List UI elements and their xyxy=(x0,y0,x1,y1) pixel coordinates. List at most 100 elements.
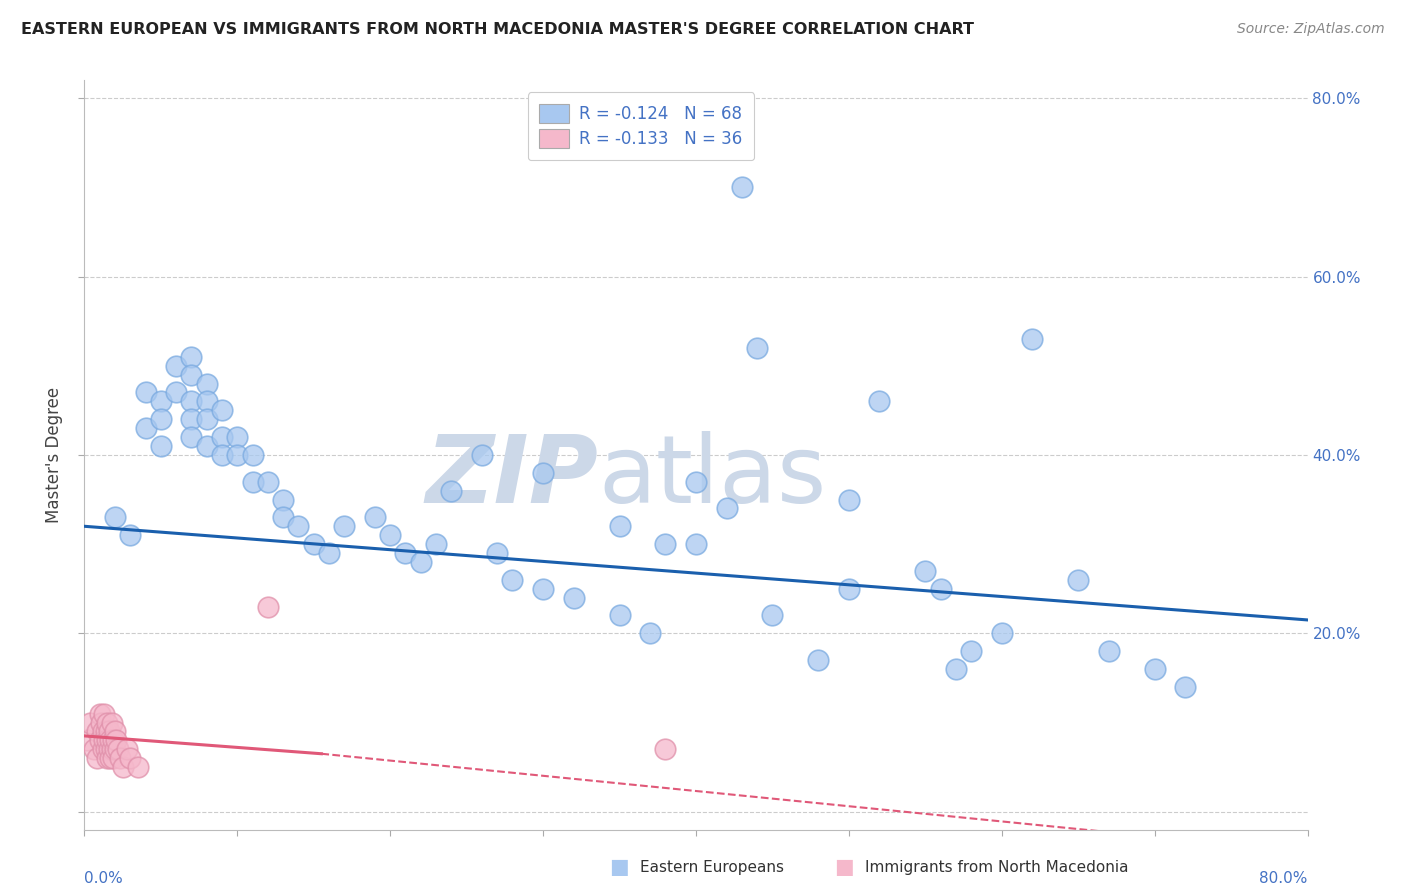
Point xyxy=(101,742,124,756)
Point xyxy=(93,733,115,747)
Point xyxy=(149,394,172,409)
Point xyxy=(211,430,233,444)
Point xyxy=(716,501,738,516)
Point xyxy=(103,751,125,765)
Point xyxy=(93,706,115,721)
Point xyxy=(120,751,142,765)
Point xyxy=(149,439,172,453)
Y-axis label: Master's Degree: Master's Degree xyxy=(45,387,63,523)
Point xyxy=(333,519,356,533)
Point xyxy=(98,751,121,765)
Point xyxy=(98,733,121,747)
Point xyxy=(107,742,129,756)
Point xyxy=(101,715,124,730)
Point xyxy=(79,715,101,730)
Point xyxy=(94,742,117,756)
Point xyxy=(257,599,280,614)
Point xyxy=(86,724,108,739)
Point xyxy=(609,519,631,533)
Point xyxy=(165,385,187,400)
Point xyxy=(226,430,249,444)
Text: ■: ■ xyxy=(609,857,628,877)
Point xyxy=(195,412,218,426)
Point xyxy=(242,448,264,462)
Point xyxy=(502,573,524,587)
Point xyxy=(226,448,249,462)
Point xyxy=(104,724,127,739)
Point xyxy=(287,519,309,533)
Point xyxy=(257,475,280,489)
Point xyxy=(1174,680,1197,694)
Text: ■: ■ xyxy=(834,857,853,877)
Point xyxy=(96,751,118,765)
Point xyxy=(471,448,494,462)
Text: Immigrants from North Macedonia: Immigrants from North Macedonia xyxy=(865,860,1128,874)
Point xyxy=(149,412,172,426)
Point xyxy=(180,430,202,444)
Point xyxy=(180,394,202,409)
Point xyxy=(654,742,676,756)
Point xyxy=(97,724,120,739)
Point xyxy=(180,350,202,364)
Point xyxy=(638,626,661,640)
Point xyxy=(91,724,114,739)
Point xyxy=(960,644,983,658)
Point xyxy=(120,528,142,542)
Point xyxy=(1098,644,1121,658)
Point xyxy=(394,546,416,560)
Text: EASTERN EUROPEAN VS IMMIGRANTS FROM NORTH MACEDONIA MASTER'S DEGREE CORRELATION : EASTERN EUROPEAN VS IMMIGRANTS FROM NORT… xyxy=(21,22,974,37)
Point xyxy=(425,537,447,551)
Point xyxy=(104,510,127,524)
Point xyxy=(380,528,402,542)
Point xyxy=(86,751,108,765)
Point xyxy=(91,742,114,756)
Point xyxy=(838,492,860,507)
Point xyxy=(747,341,769,355)
Point xyxy=(761,608,783,623)
Point xyxy=(838,582,860,596)
Point xyxy=(271,492,294,507)
Point xyxy=(89,706,111,721)
Point xyxy=(108,751,131,765)
Point xyxy=(211,403,233,417)
Point xyxy=(165,359,187,373)
Point xyxy=(531,582,554,596)
Point xyxy=(869,394,891,409)
Text: ZIP: ZIP xyxy=(425,432,598,524)
Point xyxy=(486,546,509,560)
Point xyxy=(104,742,127,756)
Text: 0.0%: 0.0% xyxy=(84,871,124,886)
Text: 80.0%: 80.0% xyxy=(1260,871,1308,886)
Point xyxy=(90,715,112,730)
Point xyxy=(531,466,554,480)
Point xyxy=(195,394,218,409)
Point xyxy=(195,439,218,453)
Point xyxy=(211,448,233,462)
Point xyxy=(685,475,707,489)
Point xyxy=(914,564,936,578)
Point xyxy=(76,733,98,747)
Point xyxy=(111,760,134,774)
Point xyxy=(364,510,387,524)
Point xyxy=(135,421,157,435)
Point xyxy=(731,180,754,194)
Point xyxy=(180,412,202,426)
Point xyxy=(318,546,340,560)
Point xyxy=(945,662,967,676)
Point xyxy=(1021,332,1043,346)
Point xyxy=(1067,573,1090,587)
Point xyxy=(562,591,585,605)
Text: atlas: atlas xyxy=(598,432,827,524)
Point xyxy=(96,715,118,730)
Point xyxy=(135,385,157,400)
Text: Source: ZipAtlas.com: Source: ZipAtlas.com xyxy=(1237,22,1385,37)
Point xyxy=(409,555,432,569)
Point xyxy=(105,733,128,747)
Point xyxy=(103,733,125,747)
Point xyxy=(609,608,631,623)
Point xyxy=(94,724,117,739)
Point xyxy=(242,475,264,489)
Point xyxy=(440,483,463,498)
Point xyxy=(127,760,149,774)
Legend: R = -0.124   N = 68, R = -0.133   N = 36: R = -0.124 N = 68, R = -0.133 N = 36 xyxy=(527,93,754,160)
